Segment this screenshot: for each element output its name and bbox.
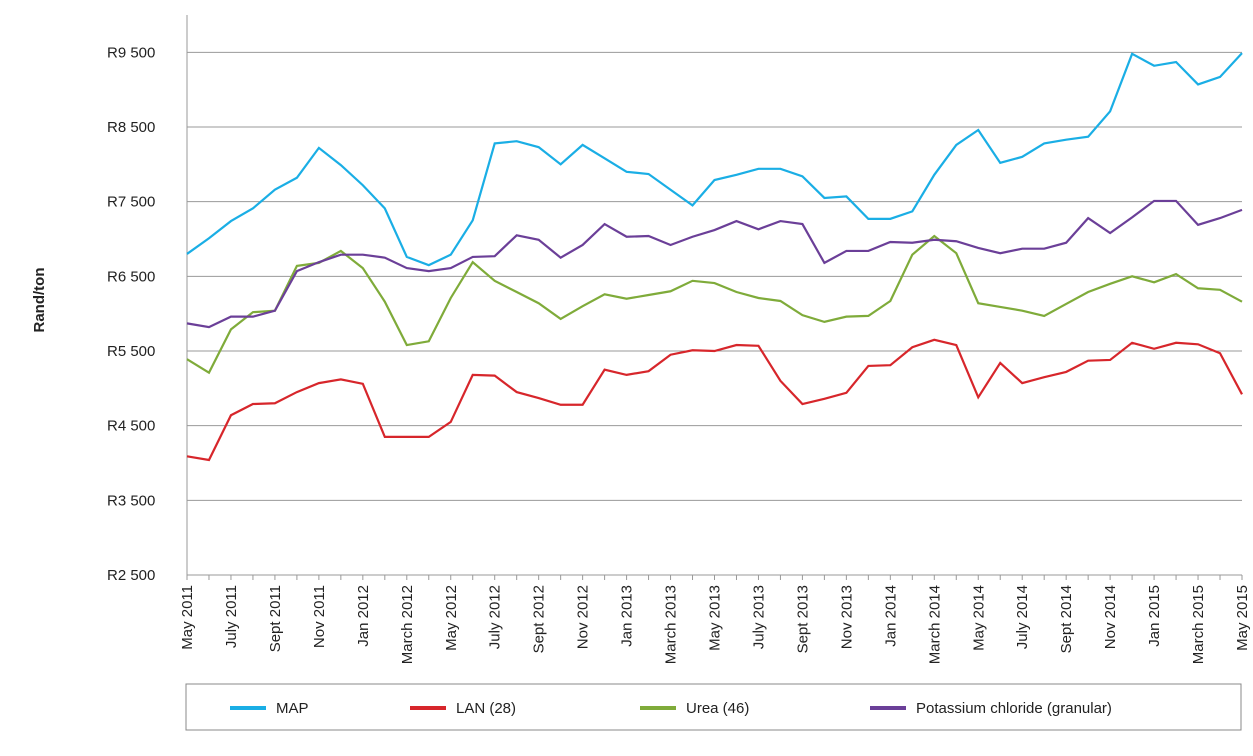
series-line	[186, 338, 1243, 462]
x-tick-label: March 2013	[663, 585, 680, 664]
x-tick-label: May 2014	[970, 585, 987, 651]
y-tick-label: R3 500	[107, 492, 155, 509]
y-tick-label: R5 500	[107, 343, 155, 360]
x-tick-label: Jan 2013	[619, 585, 636, 647]
x-tick-label: July 2012	[487, 585, 504, 649]
legend-box	[185, 683, 1242, 731]
x-tick-label: Jan 2014	[882, 585, 899, 647]
x-tick-label: May 2012	[443, 585, 460, 651]
legend-label: Potassium chloride (granular)	[916, 700, 1112, 717]
y-tick-label: R8 500	[107, 119, 155, 136]
x-tick-label: March 2012	[399, 585, 416, 664]
y-tick-label: R2 500	[107, 567, 155, 584]
x-tick-label: July 2011	[223, 585, 240, 648]
x-tick-label: Jan 2015	[1146, 585, 1163, 647]
x-tick-label: Sept 2011	[267, 585, 284, 652]
x-tick-label: July 2014	[1014, 585, 1031, 649]
x-tick-label: May 2013	[707, 585, 724, 651]
legend-label: MAP	[276, 700, 309, 717]
x-tick-label: May 2011	[179, 585, 196, 650]
x-tick-label: March 2015	[1190, 585, 1207, 664]
x-tick-label: Nov 2013	[838, 585, 855, 649]
legend-label: LAN (28)	[456, 700, 516, 717]
x-tick-label: Nov 2012	[575, 585, 592, 649]
x-tick-label: Sept 2013	[794, 585, 811, 653]
x-tick-label: March 2014	[926, 585, 943, 664]
series-line	[186, 234, 1243, 375]
legend-label: Urea (46)	[686, 700, 749, 717]
y-tick-label: R6 500	[107, 268, 155, 285]
y-tick-label: R9 500	[107, 44, 155, 61]
y-tick-label: R7 500	[107, 194, 155, 211]
x-tick-label: Nov 2014	[1102, 585, 1119, 649]
x-tick-label: Nov 2011	[311, 585, 328, 648]
y-axis-label: Rand/ton	[31, 268, 48, 333]
x-tick-label: Jan 2012	[355, 585, 372, 647]
x-tick-label: July 2013	[750, 585, 767, 649]
y-tick-label: R4 500	[107, 418, 155, 435]
x-tick-label: May 2015	[1234, 585, 1251, 651]
series-line	[186, 52, 1243, 267]
x-tick-label: Sept 2014	[1058, 585, 1075, 653]
series-line	[186, 199, 1243, 329]
x-tick-label: Sept 2012	[531, 585, 548, 653]
